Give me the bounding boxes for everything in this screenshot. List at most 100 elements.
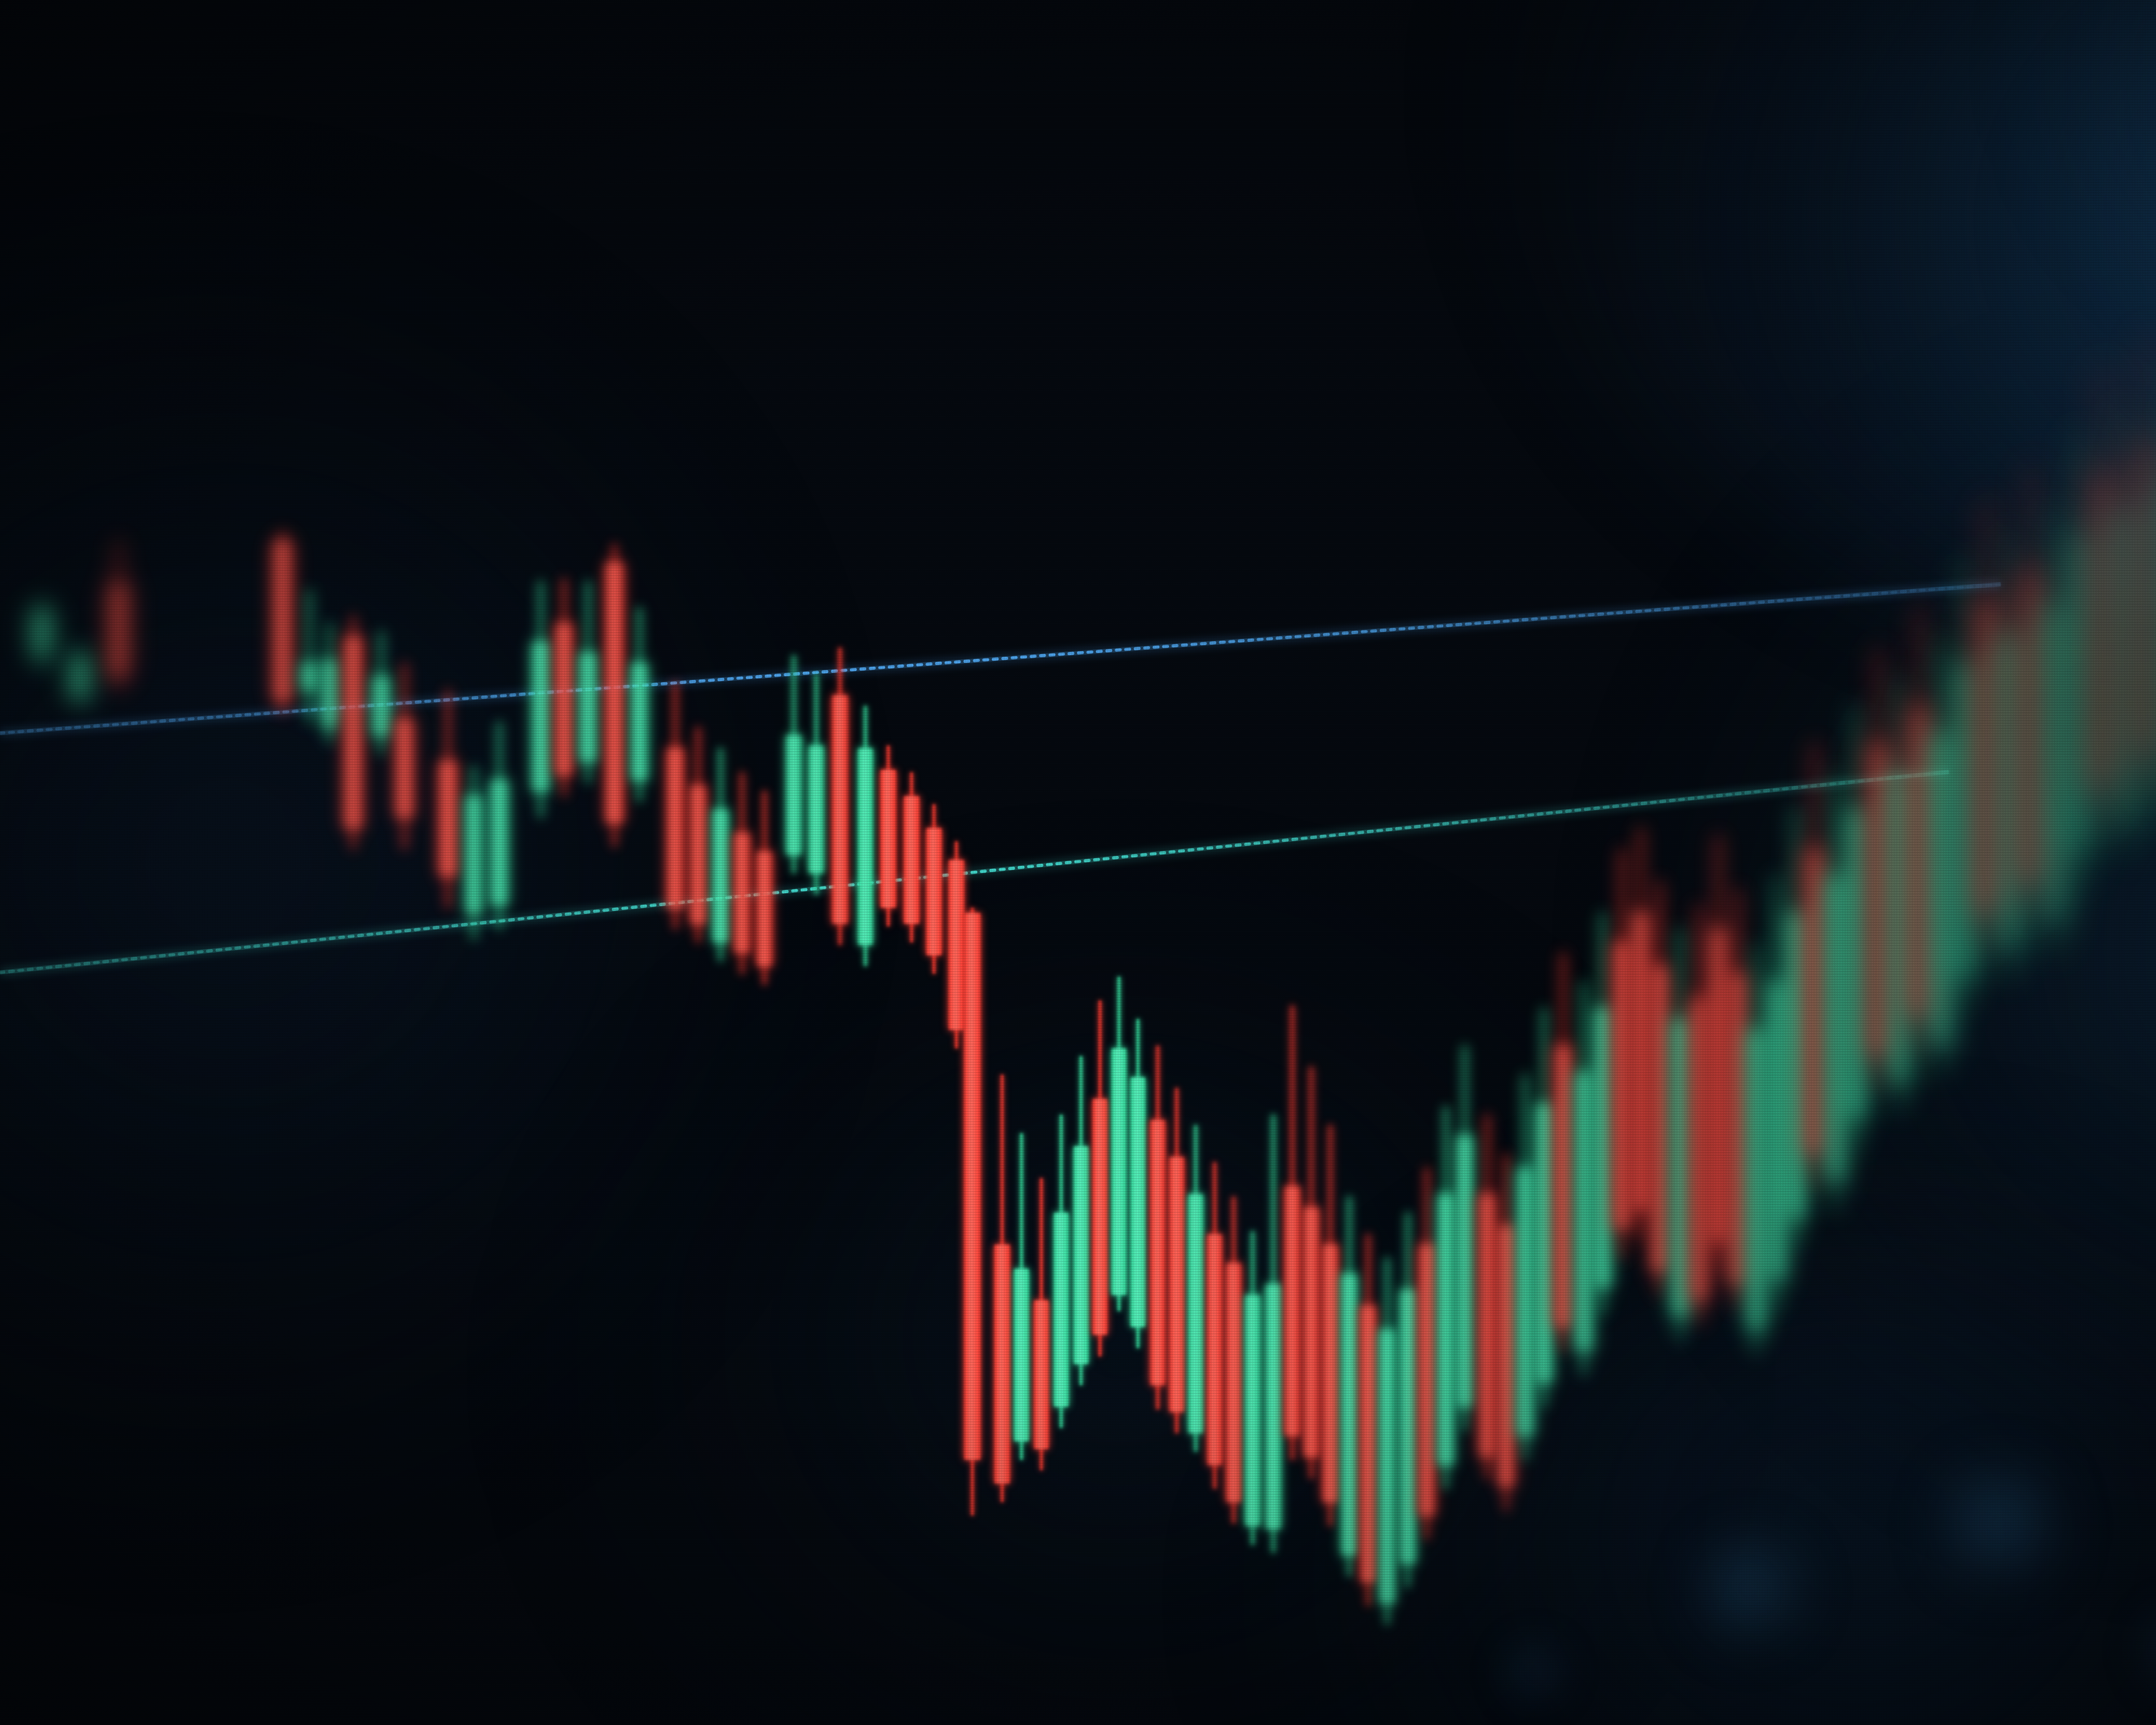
candle-bearish [1711,836,1726,1271]
candle-body [1556,1046,1570,1327]
candle-bearish [397,663,412,849]
candle-bullish [1749,945,1764,1354]
candle-bullish [302,590,317,722]
candle-body [1595,1008,1610,1287]
candle-body [1304,1208,1319,1457]
candle-body [787,735,801,855]
candle-body [994,1245,1010,1484]
candle-body [1054,1213,1069,1406]
candle-bullish [1849,706,1864,1149]
candle-body [881,770,896,908]
candle-bearish [1420,1168,1434,1540]
candle-bearish [1871,648,1886,1088]
candle-body [1266,1284,1281,1528]
candle-body [467,796,481,913]
candle-bearish [274,531,291,714]
candle-bearish [832,648,848,945]
candle-bullish [1074,1056,1088,1385]
candle-bullish [373,632,389,754]
candle-body [1537,1104,1551,1383]
candle-bearish [1285,1006,1300,1459]
candle-bullish [1934,637,1948,1075]
candle-body [1323,1245,1338,1502]
candle-body [949,860,964,1030]
candle-body [2119,510,2134,825]
candle-bearish [757,791,772,985]
candle-bullish [492,722,507,929]
candle-body [1749,1030,1764,1330]
candle-bearish [1207,1162,1222,1489]
candle-bullish [1054,1115,1069,1428]
candle-body [1074,1146,1088,1364]
candle-bearish [1633,828,1648,1239]
candle-bullish [809,674,824,894]
candle-body [274,541,291,700]
candle-body [1518,1168,1532,1436]
candle-body [1980,600,1995,913]
candle-bearish [926,804,942,974]
candle-body [1789,913,1803,1218]
candle-bearish [1556,953,1570,1351]
trading-screen-photograph [0,0,2156,1725]
candle-body [323,661,337,727]
candle-bearish [667,682,683,929]
candle-bearish [1226,1197,1241,1523]
candle-body [1380,1330,1395,1603]
candle-bullish [713,748,728,960]
candle-body [667,748,683,907]
candle-bearish [1692,905,1707,1324]
candle-body [1692,998,1707,1301]
candle-bearish [1093,1000,1107,1356]
candle-body [34,610,49,656]
candle-body [397,719,412,818]
candle-bullish [467,767,481,939]
candle-body [964,913,981,1460]
candle-bullish [2002,536,2017,979]
candle-bearish [949,841,964,1048]
candle-bearish [1150,1046,1165,1409]
candle-body [533,642,548,791]
candle-bullish [533,581,548,818]
candle-bearish [1323,1125,1338,1526]
candle-body [556,624,572,775]
candle-bearish [1480,1115,1495,1478]
candle-body [580,653,596,762]
candle-body [1828,876,1843,1181]
candle-body [1207,1234,1222,1465]
candle-body [1770,982,1784,1279]
candle-bearish [1304,1067,1319,1478]
candle-bullish [34,600,49,670]
candle-bullish [1380,1258,1395,1624]
candle-body [1892,772,1907,1083]
candle-bullish [1537,1008,1551,1406]
candle-body [1169,1157,1184,1412]
candle-body [1499,1226,1514,1486]
candle-bearish [964,908,981,1515]
candle-body [735,833,749,953]
candle-bearish [1499,1154,1514,1510]
candle-body [2002,634,2017,947]
candle-body [373,677,389,735]
candle-bearish [904,772,919,942]
candle-bullish [2047,507,2062,953]
candle-body [809,746,824,873]
candle-body [1652,966,1667,1271]
candle-body [1730,974,1745,1284]
candle-body [1034,1300,1049,1449]
candle-body [1808,849,1822,1154]
candle-bullish [1457,1046,1472,1430]
candle-bearish [1614,849,1629,1258]
candle-bullish [632,608,647,801]
candle-body [2047,608,2062,921]
candle-bearish [881,746,896,926]
candle-body [111,584,126,677]
candle-body [1150,1120,1165,1385]
candle-bullish [1188,1125,1203,1452]
candle-bullish [1266,1115,1281,1552]
candle-bullish [1789,807,1803,1248]
candle-bullish [323,624,337,743]
candle-body [1401,1290,1415,1563]
candle-bullish [1892,677,1907,1112]
candle-bullish [1828,772,1843,1210]
candle-bearish [1980,499,1995,947]
